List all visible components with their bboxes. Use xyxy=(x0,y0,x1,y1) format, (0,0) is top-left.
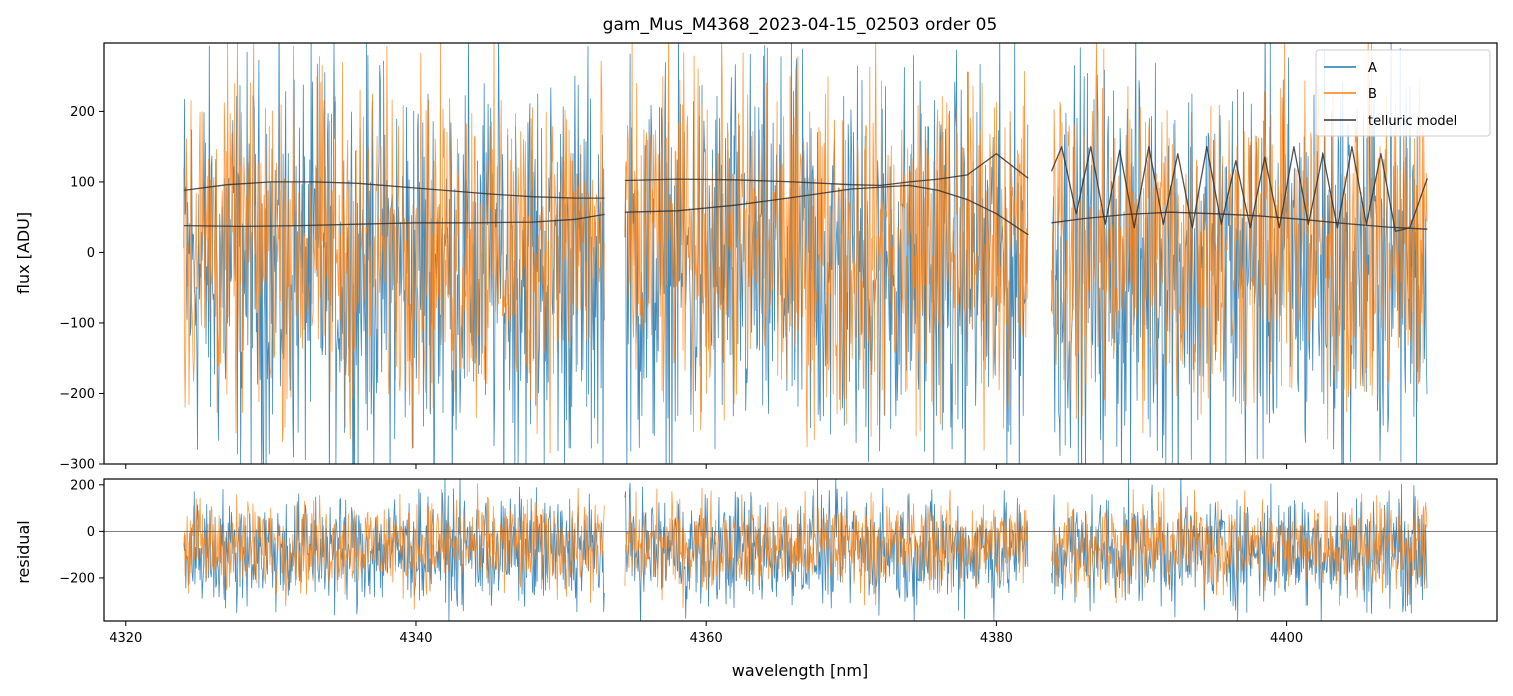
flux-panel: −300 −200 −100 0 100 200 flux [ADU] A B tellu… xyxy=(14,42,1498,473)
flux-ytick-label: −200 xyxy=(59,387,95,402)
residual-y-ticks: −200 0 200 xyxy=(59,478,104,586)
flux-data-area xyxy=(183,43,1428,464)
flux-ytick-label: 0 xyxy=(87,246,95,261)
residual-series-b-segment-2 xyxy=(624,487,1029,608)
residual-xtick-label: 4380 xyxy=(980,631,1013,646)
telluric-model-curve-6 xyxy=(1051,211,1428,230)
residual-panel: −200 0 200 4320 4340 4360 4380 4400 residual w… xyxy=(14,478,1498,680)
residual-series-a-segment-3 xyxy=(1051,479,1428,621)
flux-series-b-segment-1 xyxy=(183,43,605,454)
flux-ytick-label: 100 xyxy=(70,175,95,190)
telluric-model-curve-2 xyxy=(183,213,605,228)
residual-panel-frame xyxy=(103,478,1498,622)
residual-series-b-segment-3 xyxy=(1051,487,1428,606)
telluric-model-curve-1 xyxy=(183,181,605,199)
flux-y-ticks: −300 −200 −100 0 100 200 xyxy=(59,105,104,473)
residual-x-ticks: 4320 4340 4360 4380 4400 xyxy=(109,621,1303,646)
flux-panel-frame xyxy=(103,42,1498,465)
residual-ytick-label: 0 xyxy=(87,525,95,540)
telluric-model-curve-4 xyxy=(624,184,1029,236)
residual-xtick-label: 4340 xyxy=(399,631,432,646)
flux-series-b-segment-2 xyxy=(624,43,1029,451)
legend-box xyxy=(1315,49,1491,137)
residual-data-area xyxy=(104,479,1497,621)
telluric-model-curve-5 xyxy=(1050,146,1428,232)
residual-ytick-label: −200 xyxy=(59,571,95,586)
flux-ytick-label: −300 xyxy=(59,458,95,473)
flux-ytick-label: −100 xyxy=(59,316,95,331)
legend-label-a: A xyxy=(1368,61,1377,76)
residual-xtick-label: 4360 xyxy=(690,631,723,646)
residual-xtick-label: 4320 xyxy=(109,631,142,646)
residual-series-b-segment-1 xyxy=(183,483,605,610)
flux-ytick-label: 200 xyxy=(70,105,95,120)
flux-x-ticks xyxy=(125,464,1288,469)
chart-title: gam_Mus_M4368_2023-04-15_02503 order 05 xyxy=(603,15,998,35)
flux-series-b-segment-3 xyxy=(1051,43,1428,440)
flux-ylabel: flux [ADU] xyxy=(14,212,33,294)
residual-ylabel: residual xyxy=(14,520,33,583)
residual-xlabel: wavelength [nm] xyxy=(732,661,869,680)
residual-ytick-label: 200 xyxy=(70,478,95,493)
residual-xtick-label: 4400 xyxy=(1270,631,1303,646)
telluric-model-curve-3 xyxy=(624,153,1029,187)
legend-label-b: B xyxy=(1368,87,1377,102)
legend-label-telluric: telluric model xyxy=(1368,114,1457,129)
legend: A B telluric model xyxy=(1315,49,1491,137)
